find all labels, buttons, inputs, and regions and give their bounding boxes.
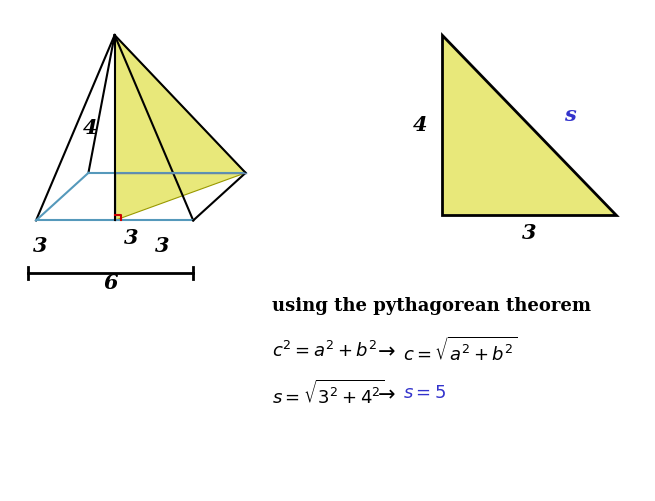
Polygon shape bbox=[442, 35, 616, 215]
Text: 3: 3 bbox=[155, 236, 170, 257]
Text: 6: 6 bbox=[103, 273, 118, 293]
Text: s: s bbox=[564, 105, 576, 125]
Text: $c=\sqrt{a^{2}+b^{2}}$: $c=\sqrt{a^{2}+b^{2}}$ bbox=[403, 337, 517, 365]
Text: $s=\sqrt{3^{2}+4^{2}}$: $s=\sqrt{3^{2}+4^{2}}$ bbox=[272, 379, 384, 407]
Text: $\rightarrow$: $\rightarrow$ bbox=[373, 383, 395, 403]
Text: 4: 4 bbox=[413, 115, 428, 135]
Text: $\rightarrow$: $\rightarrow$ bbox=[373, 341, 395, 361]
Text: 3: 3 bbox=[33, 236, 48, 257]
Text: $c^{2}=a^{2}+b^{2}$: $c^{2}=a^{2}+b^{2}$ bbox=[272, 341, 377, 361]
Text: 3: 3 bbox=[124, 228, 138, 248]
Text: 4: 4 bbox=[83, 118, 98, 138]
Text: using the pythagorean theorem: using the pythagorean theorem bbox=[272, 297, 591, 315]
Polygon shape bbox=[115, 35, 246, 220]
Text: $s=5$: $s=5$ bbox=[403, 384, 446, 402]
Text: 3: 3 bbox=[522, 223, 536, 243]
